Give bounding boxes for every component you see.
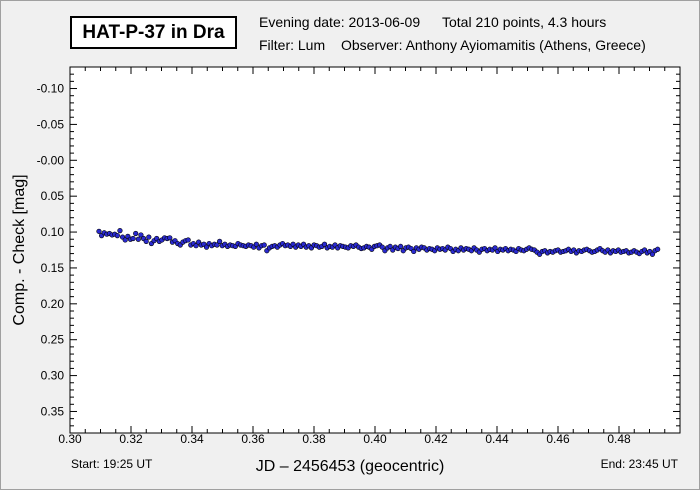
data-point: [135, 236, 141, 242]
y-tick-label: 0.35: [41, 404, 65, 418]
data-point: [261, 242, 267, 248]
observer-label: Observer: Anthony Ayiomamitis (Athens, G…: [341, 37, 646, 53]
data-point: [96, 228, 102, 234]
data-point: [411, 248, 417, 255]
data-point: [143, 238, 149, 244]
y-tick-label: 0.30: [41, 369, 65, 383]
axis-ticks: [69, 66, 681, 434]
data-point: [398, 243, 404, 250]
data-point: [214, 242, 220, 248]
data-point: [114, 233, 120, 239]
data-point: [193, 243, 199, 249]
filter-label: Filter: Lum: [259, 37, 326, 53]
start-time-label: Start: 19:25 UT: [71, 457, 153, 471]
data-point: [387, 243, 393, 250]
data-point: [138, 232, 144, 238]
y-tick-label: 0.25: [41, 333, 65, 347]
data-point: [649, 251, 656, 257]
x-tick-label: 0.40: [363, 432, 387, 446]
x-tick-label: 0.36: [241, 432, 265, 446]
tick-labels: 0.30 0.32 0.34 0.36 0.38 0.40 0.42 0.44 0.46 0.48…: [37, 82, 631, 446]
y-tick-label: -0.00: [37, 153, 65, 167]
x-tick-label: 0.30: [58, 432, 82, 446]
x-tick-label: 0.38: [302, 432, 326, 446]
y-tick-label: -0.05: [37, 117, 65, 131]
x-tick-label: 0.48: [607, 432, 631, 446]
data-point: [167, 235, 173, 241]
end-time-label: End: 23:45 UT: [600, 457, 678, 471]
data-point: [203, 244, 210, 250]
data-points: [96, 228, 661, 257]
x-tick-label: 0.46: [546, 432, 570, 446]
data-point: [253, 241, 259, 247]
y-tick-label: 0.15: [41, 261, 65, 275]
data-point: [321, 241, 328, 247]
chart-title: HAT-P-37 in Dra: [70, 16, 237, 49]
data-point: [217, 238, 223, 244]
data-point: [146, 234, 152, 240]
data-point: [130, 235, 136, 242]
data-point: [379, 244, 385, 250]
x-axis-label: JD – 2456453 (geocentric): [255, 458, 445, 475]
data-point: [122, 237, 128, 243]
data-point: [185, 237, 191, 243]
y-tick-label: -0.10: [37, 82, 65, 96]
x-tick-label: 0.32: [119, 432, 143, 446]
x-tick-label: 0.44: [485, 432, 509, 446]
y-axis-label: Comp. - Check [mag]: [11, 174, 28, 325]
x-tick-label: 0.34: [180, 432, 204, 446]
data-point: [133, 230, 139, 237]
data-point: [117, 228, 123, 234]
data-point: [655, 246, 661, 252]
x-tick-label: 0.42: [424, 432, 448, 446]
data-point: [492, 245, 498, 251]
y-tick-label: 0.10: [41, 225, 65, 239]
y-tick-label: 0.20: [41, 297, 65, 311]
y-tick-label: 0.05: [41, 189, 65, 203]
total-points-label: Total 210 points, 4.3 hours: [442, 14, 607, 30]
evening-date-label: Evening date: 2013-06-09: [259, 14, 421, 30]
